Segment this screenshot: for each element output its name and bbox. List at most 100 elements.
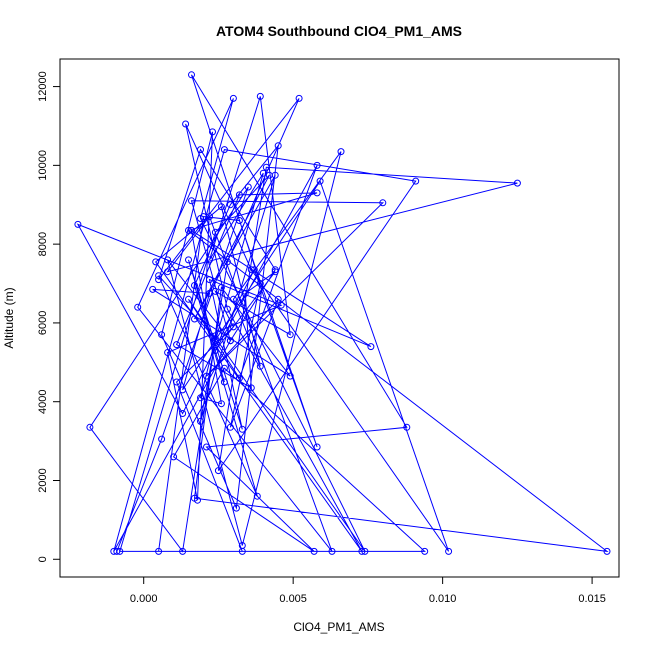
y-axis-label: Altitude (m): [2, 287, 16, 348]
data-point: [179, 386, 187, 394]
y-tick-label: 0: [37, 556, 49, 562]
x-tick-label: 0.000: [130, 593, 158, 605]
data-point: [603, 547, 611, 555]
data-point: [256, 92, 264, 100]
data-point: [200, 213, 207, 221]
data-point: [226, 337, 234, 345]
data-point: [223, 305, 231, 313]
data-point: [238, 547, 246, 555]
data-point: [197, 146, 204, 154]
x-axis-label: ClO4_PM1_AMS: [293, 620, 384, 634]
y-tick-label: 12000: [37, 71, 49, 102]
data-point: [445, 547, 453, 555]
chart-title: ATOM4 Southbound ClO4_PM1_AMS: [216, 23, 462, 39]
data-point: [358, 547, 366, 555]
data-point: [232, 504, 240, 512]
data-point: [194, 496, 201, 504]
data-point: [229, 295, 237, 303]
data-point: [211, 287, 219, 295]
data-point: [286, 372, 294, 380]
y-tick-label: 8000: [37, 232, 49, 256]
data-point: [247, 266, 255, 274]
data-point: [220, 364, 228, 372]
data-point: [421, 547, 429, 555]
data-point: [179, 410, 187, 417]
data-point: [170, 453, 178, 461]
data-point: [271, 171, 279, 179]
data-point: [274, 142, 282, 150]
data-point: [211, 228, 219, 236]
data-point: [244, 183, 252, 191]
data-point: [412, 177, 420, 185]
data-point: [379, 199, 387, 207]
data-point: [220, 378, 228, 386]
data-point: [206, 256, 213, 264]
data-point: [256, 280, 264, 287]
data-point: [86, 423, 94, 431]
x-tick-label: 0.005: [279, 593, 307, 605]
data-point: [271, 266, 279, 274]
data-point: [226, 423, 234, 431]
data-point: [173, 378, 181, 386]
data-point: [206, 276, 213, 284]
data-point: [155, 272, 163, 280]
data-point: [155, 547, 163, 555]
data-point: [229, 94, 237, 102]
data-point: [274, 295, 282, 303]
data-point: [220, 146, 228, 154]
data-point: [179, 547, 187, 555]
data-point: [316, 177, 324, 185]
y-tick-label: 4000: [37, 389, 49, 413]
data-point: [247, 384, 255, 392]
data-point: [238, 425, 246, 433]
data-point: [295, 94, 303, 102]
data-point: [271, 268, 279, 276]
data-point: [182, 120, 190, 128]
data-point: [116, 547, 124, 555]
data-point: [217, 284, 225, 291]
data-point: [310, 547, 318, 555]
data-point: [74, 220, 82, 228]
data-point: [256, 362, 264, 370]
data-point: [241, 289, 249, 297]
data-point: [235, 191, 243, 199]
data-point: [203, 443, 210, 451]
data-point: [185, 295, 192, 303]
data-point: [188, 71, 195, 79]
x-axis: 0.000 0.005 0.010 0.015: [130, 576, 606, 605]
data-point: [250, 266, 258, 274]
data-point: [286, 331, 294, 339]
data-point: [203, 372, 210, 380]
data-point: [313, 161, 321, 169]
data-point: [211, 337, 219, 345]
y-tick-label: 6000: [37, 311, 49, 335]
series-line: [76, 74, 609, 553]
data-point: [158, 435, 166, 443]
data-point: [513, 179, 521, 187]
data-point: [197, 394, 204, 402]
data-point: [223, 258, 231, 266]
data-point: [313, 443, 321, 451]
data-point: [158, 331, 166, 339]
data-point: [253, 492, 261, 500]
data-point: [226, 201, 234, 209]
data-point: [259, 169, 267, 177]
data-point: [235, 217, 243, 224]
data-point: [217, 400, 225, 408]
data-point: [403, 423, 411, 431]
y-tick-label: 10000: [37, 150, 49, 181]
data-point: [197, 417, 204, 425]
x-tick-label: 0.010: [429, 593, 457, 605]
data-point: [164, 256, 172, 264]
data-point: [217, 203, 225, 211]
data-point: [206, 289, 213, 297]
data-point: [235, 374, 243, 382]
data-point: [211, 335, 219, 343]
data-point: [188, 226, 195, 234]
data-point: [214, 467, 222, 475]
data-point: [361, 547, 369, 555]
data-point: [191, 315, 198, 323]
data-point: [337, 148, 345, 156]
data-point: [134, 303, 142, 311]
